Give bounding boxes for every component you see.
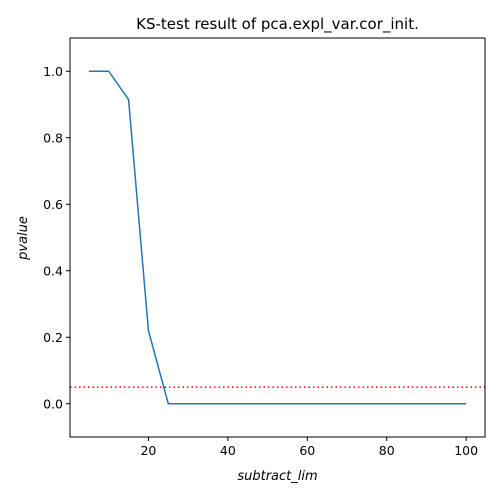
x-tick-label: 100 [454,443,478,458]
x-tick-label: 60 [299,443,315,458]
series-line [88,70,467,405]
y-tick-label: 0.6 [43,197,63,212]
y-tick-label: 0.0 [43,396,63,411]
x-tick-label: 20 [140,443,156,458]
x-axis-label: subtract_lim [237,469,317,484]
x-tick-label: 80 [379,443,395,458]
y-tick-label: 0.2 [43,330,63,345]
x-axis: 20 40 60 80 100 [140,437,478,458]
y-axis-label: pvalue [16,216,31,261]
y-tick-label: 0.8 [43,130,63,145]
y-tick-label: 0.4 [43,263,63,278]
x-tick-label: 40 [220,443,236,458]
chart-title: KS-test result of pca.expl_var.cor_init. [136,15,419,34]
plot-area [70,70,485,405]
axes-frame [69,37,486,438]
y-tick-label: 1.0 [43,64,63,79]
y-axis: 0.0 0.2 0.4 0.6 0.8 1.0 [43,64,70,411]
